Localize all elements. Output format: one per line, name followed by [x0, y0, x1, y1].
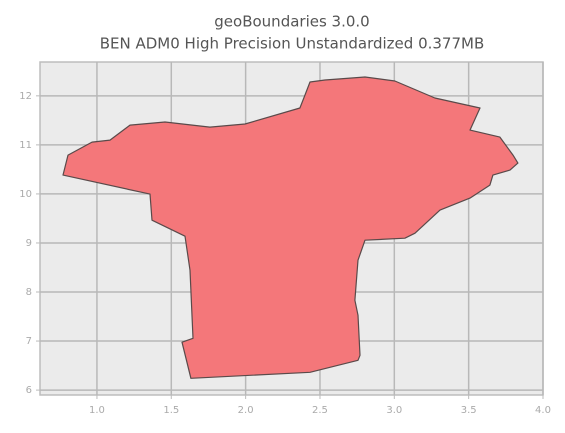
y-tick-label: 7 — [26, 336, 32, 347]
x-tick-label: 1.0 — [89, 405, 105, 416]
x-tick-label: 3.0 — [386, 405, 402, 416]
x-tick-label: 3.5 — [461, 405, 477, 416]
y-tick-label: 8 — [26, 287, 32, 298]
x-tick-label: 4.0 — [535, 405, 551, 416]
chart-title: geoBoundaries 3.0.0 — [214, 13, 369, 31]
y-tick-label: 6 — [26, 385, 32, 396]
y-tick-label: 9 — [26, 238, 32, 249]
y-tick-label: 11 — [19, 140, 32, 151]
boundary-polygon — [62, 76, 519, 379]
x-tick-label: 1.5 — [163, 405, 179, 416]
chart-subtitle: BEN ADM0 High Precision Unstandardized 0… — [100, 35, 485, 53]
x-tick-label: 2.0 — [238, 405, 254, 416]
x-tick-label: 2.5 — [312, 405, 328, 416]
y-tick-label: 12 — [19, 91, 32, 102]
y-tick-label: 10 — [19, 189, 32, 200]
